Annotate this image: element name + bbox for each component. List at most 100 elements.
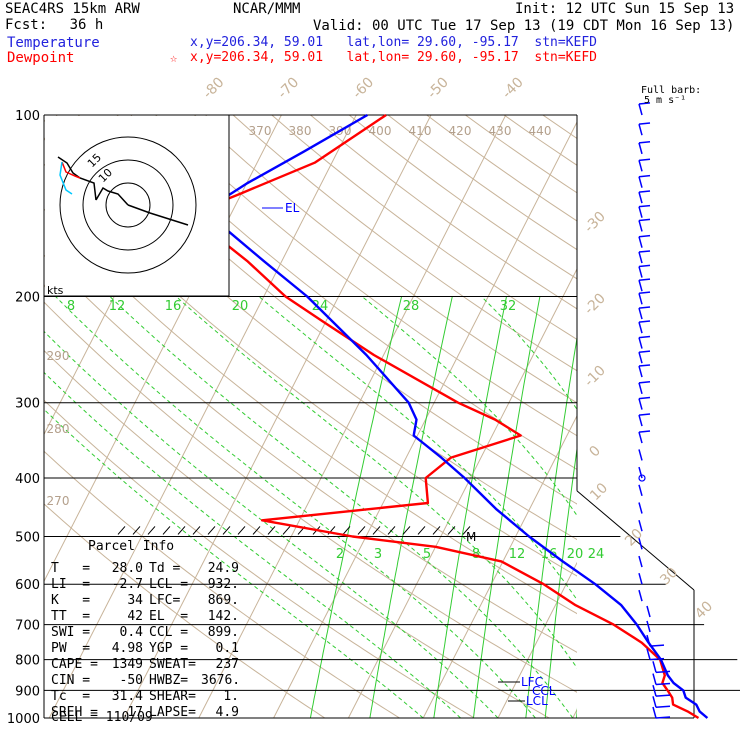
parcel-info-value: 142.	[207, 609, 239, 624]
wind-barb	[652, 706, 657, 719]
cell-motion: CELL = 110/09	[51, 710, 153, 725]
barb-note: Full barb:	[641, 85, 702, 96]
wind-barb	[638, 206, 643, 218]
mixing-ratio-label: 3	[374, 547, 382, 562]
parcel-info-value: -2.7	[111, 577, 143, 592]
wind-barb	[638, 431, 643, 444]
wind-barb	[638, 280, 643, 292]
lfc-marker: LFC	[521, 675, 543, 689]
hatch-mark	[267, 526, 276, 535]
isotherm-label: -70	[275, 74, 302, 101]
hatch-mark	[132, 526, 141, 535]
parcel-info-row: T = 28.0 Td = 24.9	[51, 561, 239, 577]
temperature-location: x,y=206.34, 59.01 lat,lon= 29.60, -95.17…	[190, 35, 597, 50]
wind-barb	[638, 122, 651, 125]
hatch-mark	[447, 526, 456, 535]
wind-barb	[655, 705, 671, 709]
calm-circle	[638, 474, 646, 482]
hodograph-trace	[95, 186, 129, 206]
mixing-ratio-label: 24	[312, 299, 329, 314]
moist-adiabat-line	[361, 296, 577, 517]
mixing-ratio-line	[705, 297, 733, 719]
wind-barb	[638, 174, 651, 178]
wind-barb	[638, 158, 651, 162]
mixing-ratio-label: 20	[232, 299, 249, 314]
wind-barb	[638, 502, 643, 514]
hodograph-panel	[45, 116, 229, 296]
wind-barb	[652, 673, 657, 685]
theta-label: 410	[409, 124, 432, 138]
dry-adiabat-line	[116, 115, 577, 470]
isotherm-label: -20	[581, 290, 608, 317]
theta-label: 280	[47, 422, 70, 436]
valid-time: Valid: 00 UTC Tue 17 Sep 13 (19 CDT Mon …	[313, 18, 735, 34]
wind-barb	[638, 176, 643, 188]
wind-barb	[638, 414, 643, 427]
wind-barb	[638, 251, 643, 264]
wind-barb	[652, 661, 657, 673]
wind-barb	[638, 190, 651, 193]
ccl-marker: CCL	[532, 684, 556, 698]
mixing-ratio-label: 12	[509, 547, 526, 562]
isotherm-label: -30	[581, 209, 608, 236]
theta-label: 420	[449, 124, 472, 138]
pressure-label: 900	[15, 684, 40, 699]
parcel-info-value: 42	[127, 609, 143, 624]
el-marker: EL	[285, 201, 300, 215]
parcel-info-row: SREH = 17 LAPSE= 4.9	[51, 705, 239, 721]
dry-adiabat-line	[44, 503, 326, 718]
dry-adiabat-line	[426, 115, 577, 222]
mixing-ratio-line	[544, 445, 577, 718]
parcel-info-value: -50	[119, 673, 143, 688]
hatch-mark	[282, 526, 291, 535]
parcel-info-value: 4.98	[111, 641, 143, 656]
wind-barb	[638, 321, 643, 334]
hatch-mark	[147, 526, 156, 535]
dry-adiabat-line	[77, 115, 577, 505]
hatch-mark	[387, 526, 396, 535]
isotherm-label: 0	[586, 443, 604, 461]
parcel-info-key: Tc =	[51, 689, 91, 704]
moist-adiabat-line	[593, 297, 740, 719]
wind-barb	[638, 430, 651, 433]
hatch-mark	[462, 526, 471, 535]
pressure-label: 500	[15, 530, 40, 545]
wind-barb	[638, 103, 643, 116]
wind-barb	[655, 694, 671, 697]
hatch-mark	[237, 526, 246, 535]
temperature-profile	[193, 114, 700, 720]
isotherm-line	[722, 115, 740, 718]
wind-barb	[638, 449, 643, 461]
parcel-info-key: K =	[51, 593, 91, 608]
wind-barb	[638, 102, 651, 105]
parcel-info-key: LCL =	[149, 577, 189, 592]
parcel-info-value: 1.	[223, 689, 239, 704]
moist-adiabat-line	[109, 296, 574, 718]
wind-barb	[638, 142, 643, 155]
pressure-label: 400	[15, 472, 40, 487]
mixing-ratio-label: 32	[500, 299, 517, 314]
dry-adiabat-line	[271, 115, 577, 341]
mixing-ratio-label: 2	[336, 547, 344, 562]
hodograph-ring	[82, 159, 174, 251]
wind-barb	[638, 380, 651, 384]
hatch-mark	[192, 526, 201, 535]
wind-barb	[638, 350, 651, 353]
wind-barb	[638, 204, 651, 208]
barb-axis	[650, 115, 672, 718]
isotherm-line	[347, 267, 577, 718]
parcel-info-row: K = 34 LFC= 869.	[51, 593, 239, 609]
hodograph-trace	[57, 156, 97, 201]
lcl-marker: LCL	[526, 694, 548, 708]
wind-barb	[638, 278, 651, 281]
wind-barb	[638, 191, 643, 204]
dry-adiabat-line	[44, 163, 577, 577]
dry-adiabat-line	[44, 450, 400, 718]
wind-barb	[638, 398, 643, 410]
parcel-info-value: 869.	[207, 593, 239, 608]
wind-barb	[638, 484, 643, 496]
parcel-info-key: SWEAT=	[149, 657, 196, 672]
parcel-info-row: CAPE = 1349 SWEAT= 237	[51, 657, 239, 673]
isotherm-line	[572, 708, 577, 718]
